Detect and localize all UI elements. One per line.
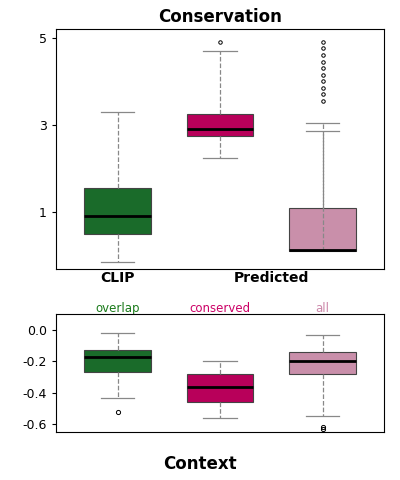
Text: Predicted: Predicted bbox=[234, 271, 309, 285]
PathPatch shape bbox=[84, 350, 151, 372]
Text: overlap: overlap bbox=[95, 302, 140, 315]
PathPatch shape bbox=[187, 374, 253, 402]
PathPatch shape bbox=[187, 114, 253, 136]
Text: Context: Context bbox=[163, 455, 237, 473]
PathPatch shape bbox=[289, 208, 356, 252]
PathPatch shape bbox=[289, 352, 356, 374]
PathPatch shape bbox=[84, 188, 151, 234]
Text: all: all bbox=[316, 302, 330, 315]
Title: Conservation: Conservation bbox=[158, 8, 282, 26]
Text: CLIP: CLIP bbox=[100, 271, 135, 285]
Text: conserved: conserved bbox=[190, 302, 250, 315]
